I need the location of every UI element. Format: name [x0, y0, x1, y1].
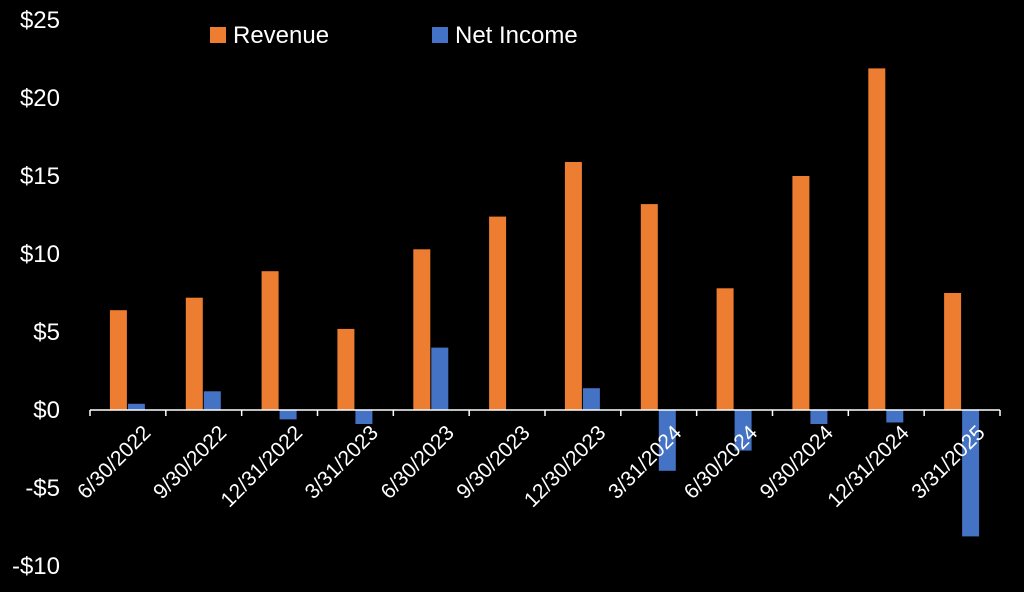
revenue-bar-4 [337, 328, 355, 410]
net-income-bar-3 [279, 410, 297, 420]
y-tick-label: -$5 [25, 475, 60, 502]
revenue-bar-10 [792, 176, 810, 410]
revenue-bar-9 [716, 288, 734, 410]
revenue-bar-5 [413, 249, 431, 410]
x-tick-label: 12/31/2024 [823, 421, 914, 512]
revenue-bar-3 [261, 271, 279, 410]
net-income-bar-5 [431, 347, 449, 410]
x-tick-label: 9/30/2022 [149, 421, 231, 503]
bars-layer [109, 68, 980, 537]
revenue-bar-1 [109, 310, 127, 410]
y-tick-label: $20 [20, 85, 60, 112]
y-tick-label: $5 [33, 319, 60, 346]
net-income-bar-1 [127, 403, 145, 410]
legend-label-net-income: Net Income [455, 22, 578, 49]
x-tick-label: 6/30/2023 [377, 421, 459, 503]
net-income-bar-4 [355, 410, 373, 424]
x-tick-label: 12/31/2022 [217, 421, 308, 512]
x-axis-tick-labels: 6/30/20229/30/202212/31/20223/31/20236/3… [73, 421, 990, 512]
revenue-bar-8 [640, 204, 658, 410]
net-income-bar-7 [582, 388, 600, 410]
y-tick-label: $10 [20, 241, 60, 268]
net-income-bar-11 [886, 410, 904, 423]
legend: Revenue Net Income [210, 22, 578, 49]
net-income-bar-8 [658, 410, 676, 471]
y-tick-label: $0 [33, 397, 60, 424]
revenue-bar-2 [185, 297, 203, 410]
legend-swatch-net-income [432, 27, 448, 43]
revenue-bar-6 [489, 216, 507, 410]
revenue-bar-11 [868, 68, 886, 411]
y-tick-label: $25 [20, 7, 60, 34]
y-tick-label: $15 [20, 163, 60, 190]
revenue-bar-7 [564, 162, 582, 410]
legend-label-revenue: Revenue [233, 22, 329, 49]
x-tick-label: 9/30/2024 [756, 421, 839, 504]
axis-layer [89, 409, 1001, 416]
revenue-bar-12 [944, 293, 962, 410]
net-income-bar-9 [734, 410, 752, 451]
x-tick-label: 6/30/2024 [680, 421, 763, 504]
net-income-bar-12 [962, 410, 980, 537]
x-tick-label: 12/30/2023 [520, 421, 611, 512]
x-tick-label: 6/30/2022 [73, 421, 155, 503]
y-axis-tick-labels: -$10 -$5 $0 $5 $10 $15 $20 $25 [12, 7, 60, 580]
net-income-bar-2 [203, 391, 221, 410]
legend-swatch-revenue [210, 27, 226, 43]
x-tick-label: 3/31/2023 [301, 421, 383, 503]
x-tick-label: 9/30/2023 [452, 421, 534, 503]
net-income-bar-10 [810, 410, 828, 424]
y-tick-label: -$10 [12, 553, 60, 580]
